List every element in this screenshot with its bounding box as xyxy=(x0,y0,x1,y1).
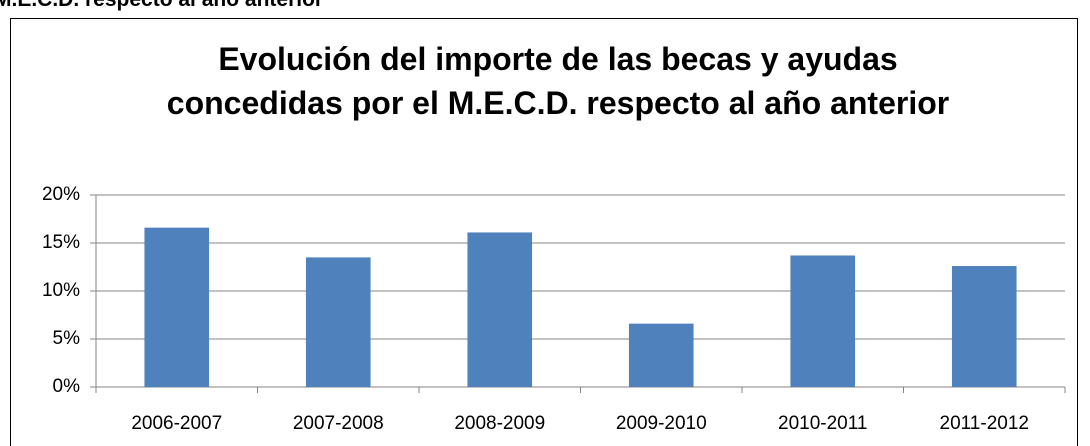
bar xyxy=(628,323,694,387)
bar xyxy=(951,266,1017,387)
bar xyxy=(144,227,210,387)
x-tick-label: 2010-2011 xyxy=(778,413,867,434)
chart-frame xyxy=(10,18,1078,446)
x-tick-label: 2009-2010 xyxy=(616,413,707,434)
x-tick-label: 2007-2008 xyxy=(293,413,384,434)
caption: M.E.C.D. respecto al año anterior xyxy=(0,0,323,12)
x-tick-label: 2006-2007 xyxy=(131,413,222,434)
bar xyxy=(467,232,533,387)
y-tick-label: 0% xyxy=(53,376,81,397)
chart-title: Evolución del importe de las becas y ayu… xyxy=(166,41,950,121)
x-tick-label: 2011-2012 xyxy=(940,413,1029,434)
bar xyxy=(305,257,371,387)
y-tick-label: 20% xyxy=(42,184,80,205)
x-tick-label: 2008-2009 xyxy=(454,413,545,434)
y-tick-label: 15% xyxy=(42,232,80,253)
y-tick-label: 5% xyxy=(53,328,81,349)
bar xyxy=(790,255,856,387)
y-tick-label: 10% xyxy=(42,280,80,301)
